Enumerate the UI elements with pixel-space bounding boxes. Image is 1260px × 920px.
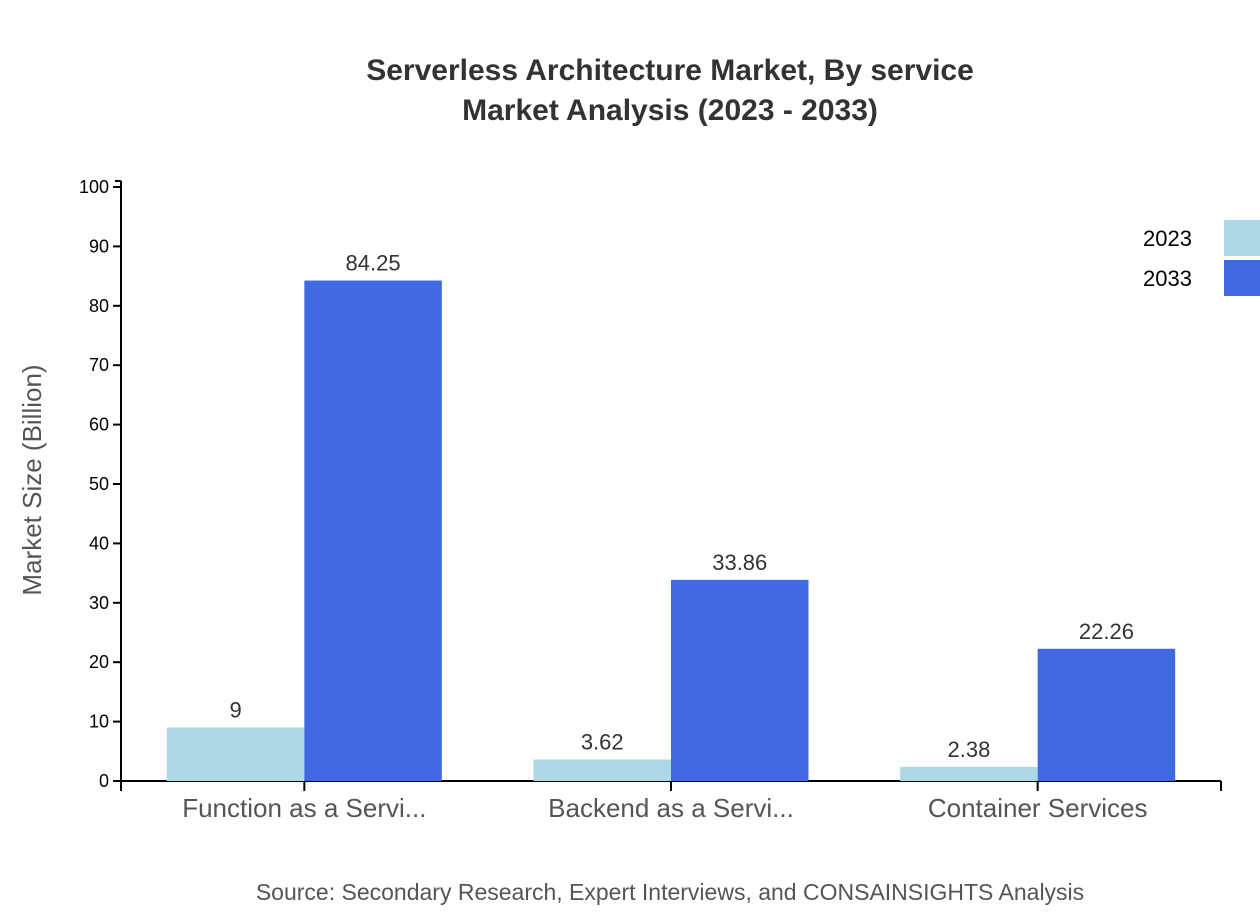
source-note: Source: Secondary Research, Expert Inter… xyxy=(256,879,1084,905)
bar-2023 xyxy=(900,766,1038,781)
chart-subtitle: Market Analysis (2023 - 2033) xyxy=(462,94,878,127)
y-tick-label: 10 xyxy=(89,712,109,732)
bar-2023 xyxy=(166,727,305,781)
data-label: 3.62 xyxy=(581,729,624,754)
data-label: 84.25 xyxy=(346,251,401,276)
bar-2033 xyxy=(671,579,809,781)
data-label: 33.86 xyxy=(712,550,767,575)
y-tick-label: 90 xyxy=(89,236,109,256)
legend: 2023 2033 xyxy=(1143,220,1260,296)
y-tick-label: 0 xyxy=(99,771,109,791)
y-tick-label: 80 xyxy=(89,296,109,316)
data-label: 2.38 xyxy=(948,737,991,762)
legend-swatch-2033 xyxy=(1224,260,1260,296)
y-tick-label: 70 xyxy=(89,355,109,375)
y-axis: 0 10 20 30 40 50 60 70 80 90 100 xyxy=(79,177,122,791)
legend-label: 2033 xyxy=(1143,266,1192,291)
bars: 9 84.25 3.62 33.86 2.38 22.26 xyxy=(166,251,1176,781)
data-label: 22.26 xyxy=(1079,619,1134,644)
legend-label: 2023 xyxy=(1143,226,1192,251)
bar-2023 xyxy=(533,759,671,781)
x-tick-label: Backend as a Servi... xyxy=(548,793,794,823)
x-axis: Function as a Servi... Backend as a Servi… xyxy=(120,780,1222,823)
x-tick-label: Function as a Servi... xyxy=(182,793,426,823)
y-tick-label: 40 xyxy=(89,533,109,553)
legend-swatch-2023 xyxy=(1224,220,1260,256)
y-tick-label: 50 xyxy=(89,474,109,494)
y-tick-label: 100 xyxy=(79,177,109,197)
y-tick-label: 20 xyxy=(89,652,109,672)
x-tick-label: Container Services xyxy=(928,793,1148,823)
y-tick-label: 60 xyxy=(89,415,109,435)
y-tick-label: 30 xyxy=(89,593,109,613)
bar-2033 xyxy=(304,280,442,781)
bar-2033 xyxy=(1037,648,1176,781)
y-axis-label: Market Size (Billion) xyxy=(17,364,47,595)
chart-title: Serverless Architecture Market, By servi… xyxy=(366,54,974,87)
data-label: 9 xyxy=(229,698,241,723)
